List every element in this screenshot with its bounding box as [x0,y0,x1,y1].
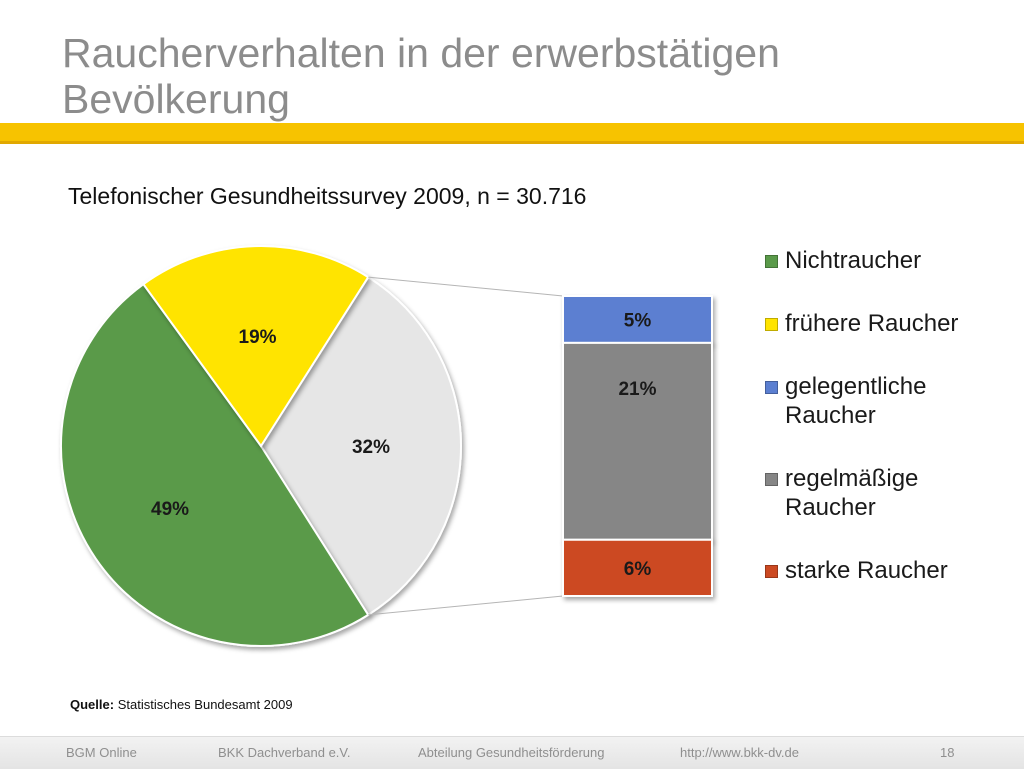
chart-subtitle: Telefonischer Gesundheitssurvey 2009, n … [68,183,587,209]
bar-segment-gelegentliche-raucher [562,295,713,344]
title-divider-shadow [0,141,1024,144]
legend-item-fruehere-raucher: frühere Raucher [765,309,995,338]
bar-label-regelmaessige-raucher: 21% [618,379,656,400]
slide-footer: BGM Online BKK Dachverband e.V. Abteilun… [0,736,1024,769]
bar-segment-regelmaessige-raucher [562,341,713,541]
footer-page-number: 18 [940,745,955,760]
title-divider [0,123,1024,141]
source-note: Quelle: Statistisches Bundesamt 2009 [70,697,293,712]
legend-label-nichtraucher: Nichtraucher [785,247,922,274]
connector-line-bottom [368,595,564,616]
footer-brand: BGM Online [66,745,137,760]
chart-legend: Nichtraucher frühere Raucher gelegentlic… [765,246,995,619]
pie-label-raucher-gesamt: 32% [352,437,390,458]
legend-label-starke-raucher: starke Raucher [785,557,948,584]
legend-item-nichtraucher: Nichtraucher [765,246,995,275]
footer-url[interactable]: http://www.bkk-dv.de [680,745,799,760]
bar-segment-starke-raucher [562,538,713,597]
legend-swatch-fruehere-raucher [765,318,778,331]
legend-label-gelegentliche-raucher: gelegentliche Raucher [785,373,927,429]
legend-item-regelmaessige-raucher: regelmäßige Raucher [765,464,995,522]
legend-swatch-gelegentliche-raucher [765,381,778,394]
legend-swatch-nichtraucher [765,255,778,268]
bar-label-gelegentliche-raucher: 5% [624,310,652,331]
bar-label-starke-raucher: 6% [624,559,652,580]
pie-label-fruehere-raucher: 19% [239,327,277,348]
legend-label-fruehere-raucher: frühere Raucher [785,310,959,337]
pie-slice-nichtraucher [60,282,370,647]
connector-line-top [368,276,564,297]
legend-label-regelmaessige-raucher: regelmäßige Raucher [785,465,919,521]
pie-slice-raucher-gesamt [259,275,462,617]
pie-slice-fruehere-raucher [142,245,370,448]
source-text: Statistisches Bundesamt 2009 [117,697,293,712]
footer-org: BKK Dachverband e.V. [218,745,351,760]
legend-item-gelegentliche-raucher: gelegentliche Raucher [765,372,995,430]
legend-swatch-regelmaessige-raucher [765,473,778,486]
legend-swatch-starke-raucher [765,565,778,578]
slide-title: Raucherverhalten in der erwerbstätigen B… [62,30,780,122]
legend-item-starke-raucher: starke Raucher [765,556,995,585]
source-label: Quelle: [70,697,115,712]
pie-label-nichtraucher: 49% [151,499,189,520]
footer-dept: Abteilung Gesundheitsförderung [418,745,605,760]
